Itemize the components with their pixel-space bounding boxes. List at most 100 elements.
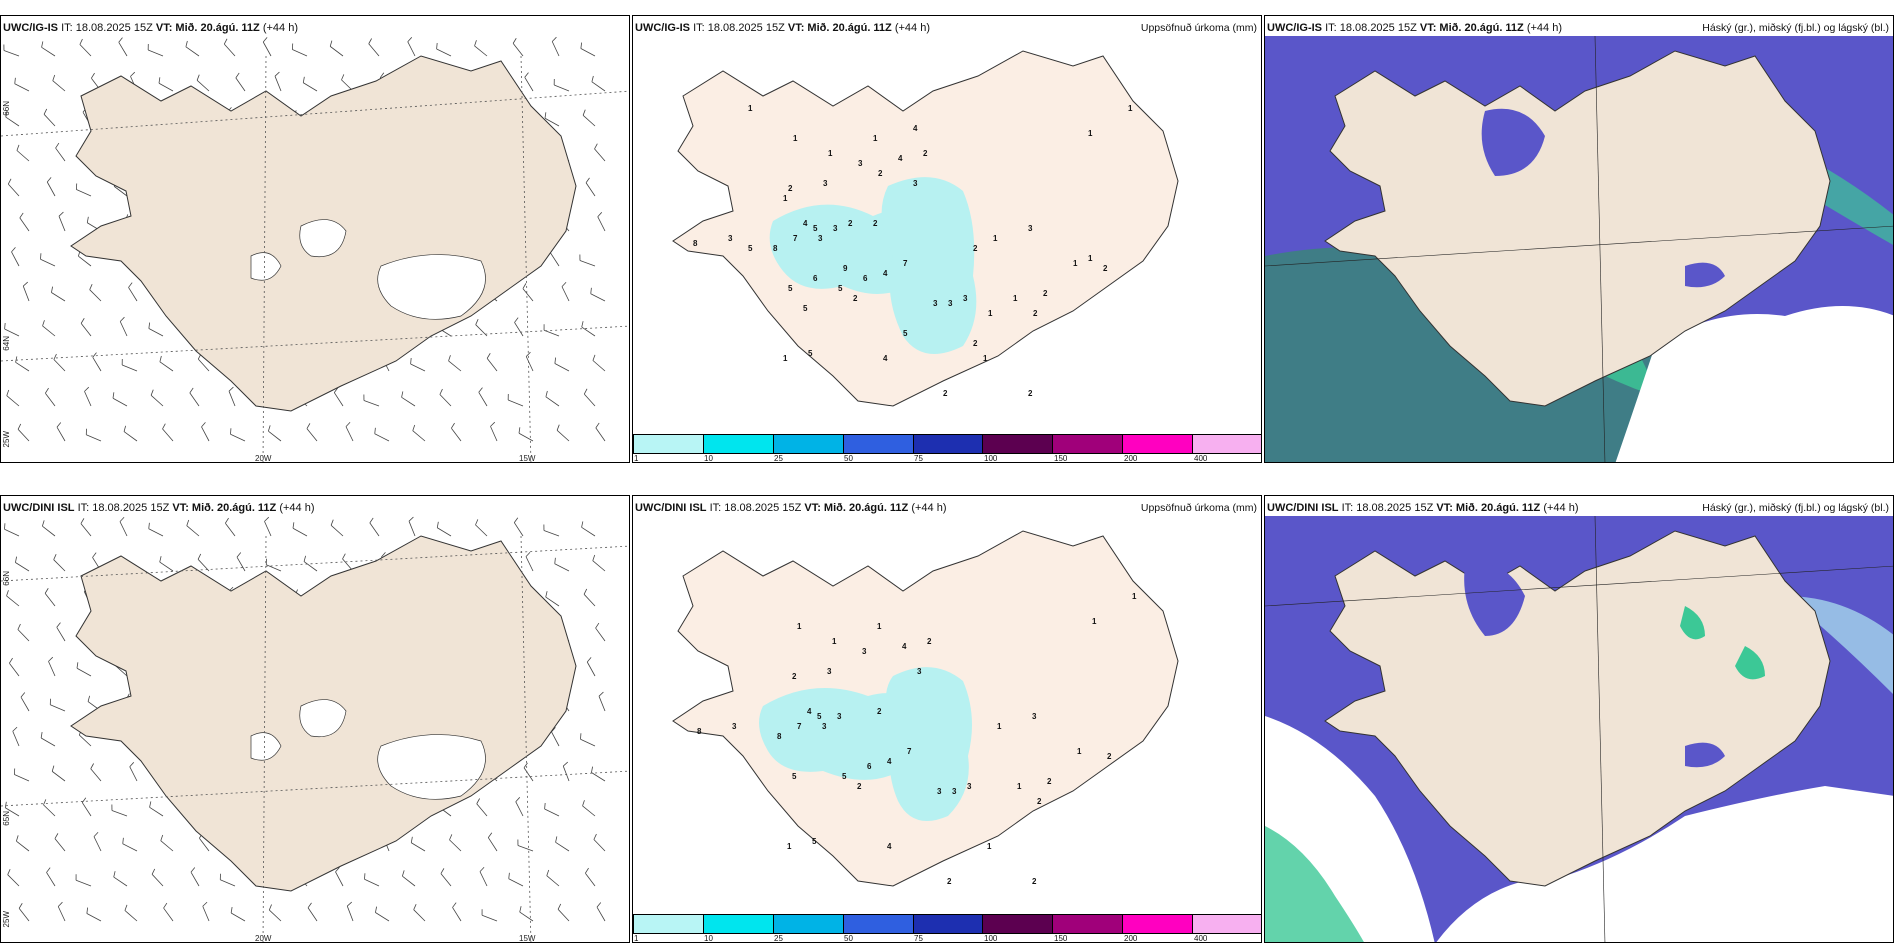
precip-amount-label: 7	[903, 259, 908, 268]
wind-barb	[583, 393, 596, 407]
panel-title: UWC/DINI ISL IT: 18.08.2025 15Z VT: Mið.…	[3, 502, 315, 514]
wind-barb-flag	[163, 902, 168, 909]
precip-amount-label: 3	[732, 722, 737, 731]
wind-barb-flag	[4, 801, 7, 808]
wind-barb-flag	[45, 387, 49, 394]
precip-amount-label: 3	[952, 787, 957, 796]
panel-clouds-bottom: UWC/DINI ISL IT: 18.08.2025 15Z VT: Mið.…	[1264, 495, 1894, 943]
wind-barb	[523, 767, 534, 782]
wind-barb	[89, 289, 102, 302]
wind-barb	[20, 696, 30, 712]
wind-barb-flag	[436, 521, 439, 528]
wind-barb	[525, 356, 534, 372]
wind-barb	[543, 329, 560, 337]
precip-amount-label: 6	[863, 274, 868, 283]
wind-barb-flag	[375, 906, 377, 913]
wind-barb	[9, 662, 20, 677]
iceland-landmass	[1324, 50, 1831, 407]
wind-barb	[522, 288, 534, 302]
wind-barb-flag	[22, 281, 29, 287]
wind-barb	[159, 361, 174, 372]
precip-amount-label: 1	[877, 622, 882, 631]
lon-label-20: 20W	[255, 934, 272, 943]
wind-barb-flag	[18, 903, 23, 909]
colorbar-tick-label: 400	[1194, 934, 1208, 943]
precip-amount-label: 5	[903, 329, 908, 338]
precip-amount-label: 3	[728, 234, 733, 243]
wind-barb-flag	[512, 38, 517, 44]
wind-barb-flag	[508, 872, 510, 879]
high-cloud-band-sw	[1265, 826, 1364, 942]
wind-barb	[41, 46, 56, 57]
precip-amount-label: 1	[787, 842, 792, 851]
wind-barb	[475, 524, 488, 537]
wind-barb	[5, 807, 20, 817]
glacier-hofsjokull	[250, 252, 282, 281]
wind-barb	[53, 359, 66, 372]
wind-barb-flag	[562, 761, 569, 767]
wind-barb-flag	[223, 38, 228, 45]
wind-barb	[554, 363, 570, 372]
lon-label-15: 15W	[519, 934, 536, 943]
wind-barb-flag	[379, 72, 385, 78]
wind-barb	[4, 528, 20, 537]
meridian-line	[1594, 35, 1606, 462]
wind-barb-flag	[5, 111, 8, 118]
wind-barb	[185, 46, 200, 57]
wind-barb-flag	[329, 40, 333, 47]
wind-barb	[481, 914, 498, 922]
wind-barb	[595, 427, 606, 442]
wind-barb	[487, 837, 498, 852]
wind-barb-flag	[17, 623, 21, 630]
precip-amount-label: 2	[878, 169, 883, 178]
wind-barb	[475, 324, 488, 337]
precip-amount-label: 3	[933, 299, 938, 308]
wind-barb-flag	[486, 353, 491, 359]
meridian-20W	[262, 535, 267, 942]
wind-barb-flag	[410, 357, 412, 365]
wind-barb	[597, 216, 606, 232]
cb-seg-9	[1193, 915, 1261, 933]
wind-barb-flag	[593, 833, 597, 840]
wind-barb	[42, 525, 56, 537]
wind-barb	[440, 873, 452, 887]
wind-barb	[53, 559, 66, 572]
wind-barb-flag	[546, 869, 550, 876]
wind-barb	[201, 426, 210, 442]
parallel-66N	[1, 90, 629, 137]
precip-amount-label: 2	[927, 637, 932, 646]
precip-amount-label: 3	[963, 294, 968, 303]
wind-barb-flag	[80, 518, 85, 524]
wind-barb-flag	[43, 799, 47, 806]
precip-amount-label: 8	[693, 239, 698, 248]
wind-barb	[593, 839, 606, 852]
cloud-map	[1265, 515, 1893, 942]
wind-barb	[75, 879, 92, 887]
precip-amount-label: 3	[827, 667, 832, 676]
wind-barb	[401, 396, 416, 407]
colorbar-tick-label: 25	[774, 454, 783, 463]
wind-barb	[306, 428, 318, 442]
wind-barb	[40, 737, 56, 747]
wind-barb	[228, 391, 236, 407]
wind-barb	[518, 432, 534, 442]
wind-barb	[580, 738, 596, 747]
cb-seg-5	[913, 435, 984, 453]
wind-barb-flag	[51, 765, 55, 772]
glacier-langjokull	[299, 699, 347, 738]
wind-barb-flag	[76, 662, 79, 669]
panel-field-title: Háský (gr.), miðský (fj.bl.) og lágský (…	[1702, 502, 1889, 514]
wind-barb	[436, 48, 452, 57]
wind-barb	[76, 189, 92, 197]
wind-barb	[42, 325, 56, 337]
wind-barb-flag	[44, 588, 49, 594]
wind-barb	[22, 285, 30, 302]
precip-amount-label: 2	[792, 672, 797, 681]
precip-amount-label: 2	[857, 782, 862, 791]
wind-barb-flag	[583, 388, 588, 395]
wind-barb-flag	[91, 72, 95, 79]
wind-barb-flag	[46, 867, 51, 873]
wind-barb-flag	[6, 590, 9, 597]
precip-amount-label: 3	[913, 179, 918, 188]
